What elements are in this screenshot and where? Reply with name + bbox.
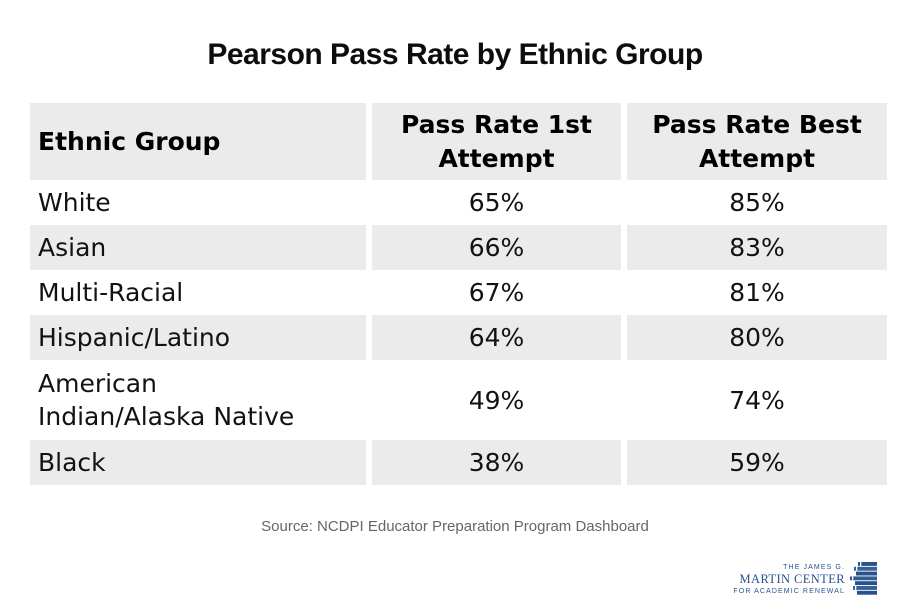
first-attempt-cell: 67% bbox=[366, 270, 621, 315]
best-attempt-cell: 59% bbox=[621, 440, 887, 485]
book-stack-icon bbox=[850, 562, 877, 596]
ethnic-group-cell: Asian bbox=[30, 225, 366, 270]
best-attempt-cell: 74% bbox=[621, 360, 887, 440]
chart-title: Pearson Pass Rate by Ethnic Group bbox=[207, 38, 703, 71]
column-header-ethnic-group: Ethnic Group bbox=[30, 103, 366, 180]
header-row: Ethnic Group Pass Rate 1st Attempt Pass … bbox=[30, 103, 887, 180]
table-row-multi-racial: Multi-Racial 67% 81% bbox=[30, 270, 887, 315]
table-row-american-indian-alaska-native: American Indian/Alaska Native 49% 74% bbox=[30, 360, 887, 440]
ethnic-group-cell: Black bbox=[30, 440, 366, 485]
ethnic-group-cell: White bbox=[30, 180, 366, 225]
martin-center-logo-text: THE JAMES G. MARTIN CENTER FOR ACADEMIC … bbox=[733, 564, 845, 595]
martin-center-logo: THE JAMES G. MARTIN CENTER FOR ACADEMIC … bbox=[733, 562, 877, 596]
table-header: Ethnic Group Pass Rate 1st Attempt Pass … bbox=[30, 103, 887, 180]
first-attempt-cell: 64% bbox=[366, 315, 621, 360]
table-row-black: Black 38% 59% bbox=[30, 440, 887, 485]
source-note: Source: NCDPI Educator Preparation Progr… bbox=[261, 518, 649, 535]
first-attempt-cell: 49% bbox=[366, 360, 621, 440]
logo-line-for-academic-renewal: FOR ACADEMIC RENEWAL bbox=[733, 587, 845, 595]
best-attempt-cell: 85% bbox=[621, 180, 887, 225]
table-row-asian: Asian 66% 83% bbox=[30, 225, 887, 270]
logo-line-martin-center: MARTIN CENTER bbox=[739, 571, 845, 586]
first-attempt-cell: 65% bbox=[366, 180, 621, 225]
first-attempt-cell: 66% bbox=[366, 225, 621, 270]
ethnic-group-cell: Hispanic/Latino bbox=[30, 315, 366, 360]
ethnic-group-cell: Multi-Racial bbox=[30, 270, 366, 315]
best-attempt-cell: 81% bbox=[621, 270, 887, 315]
pass-rate-table: Ethnic Group Pass Rate 1st Attempt Pass … bbox=[30, 103, 887, 485]
column-header-best-attempt: Pass Rate Best Attempt bbox=[621, 103, 887, 180]
ethnic-group-cell: American Indian/Alaska Native bbox=[30, 360, 366, 440]
first-attempt-cell: 38% bbox=[366, 440, 621, 485]
best-attempt-cell: 80% bbox=[621, 315, 887, 360]
table-body: White 65% 85% Asian 66% 83% Multi-Racial… bbox=[30, 180, 887, 485]
table-row-white: White 65% 85% bbox=[30, 180, 887, 225]
logo-line-the-james-g: THE JAMES G. bbox=[783, 563, 845, 571]
best-attempt-cell: 83% bbox=[621, 225, 887, 270]
column-header-first-attempt: Pass Rate 1st Attempt bbox=[366, 103, 621, 180]
table-row-hispanic-latino: Hispanic/Latino 64% 80% bbox=[30, 315, 887, 360]
